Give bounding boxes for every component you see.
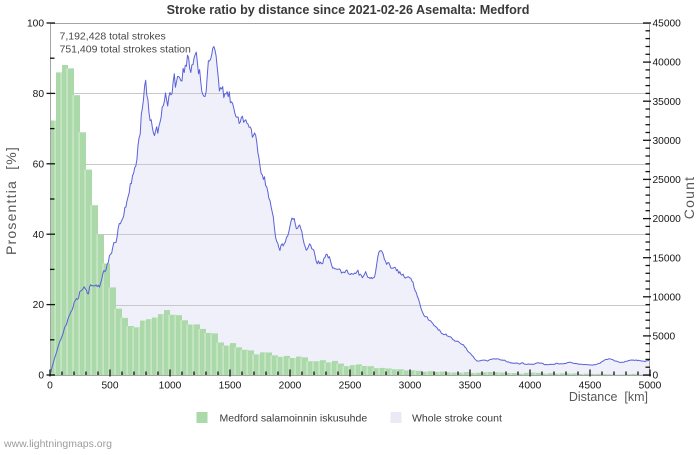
svg-text:5000: 5000 (653, 332, 676, 343)
svg-text:40: 40 (33, 230, 45, 241)
svg-text:30000: 30000 (653, 136, 682, 147)
svg-text:0: 0 (47, 381, 53, 392)
svg-text:Whole stroke count: Whole stroke count (412, 413, 502, 425)
svg-text:15000: 15000 (653, 253, 682, 264)
svg-text:25000: 25000 (653, 175, 682, 186)
svg-text:40000: 40000 (653, 58, 682, 69)
svg-text:35000: 35000 (653, 97, 682, 108)
svg-text:80: 80 (33, 89, 45, 100)
svg-text:3000: 3000 (399, 381, 422, 392)
svg-text:0: 0 (653, 371, 659, 382)
svg-text:Stroke ratio by distance since: Stroke ratio by distance since 2021-02-2… (167, 3, 530, 17)
svg-text:751,409 total strokes station: 751,409 total strokes station (60, 44, 191, 56)
svg-text:20: 20 (33, 300, 45, 311)
svg-text:500: 500 (102, 381, 119, 392)
svg-text:7,192,428 total strokes: 7,192,428 total strokes (60, 31, 166, 43)
svg-text:0: 0 (38, 371, 44, 382)
svg-text:Distance [km]: Distance [km] (569, 390, 648, 404)
svg-text:Medford salamoinnin iskusuhde: Medford salamoinnin iskusuhde (220, 413, 368, 425)
svg-text:Prosenttia [%]: Prosenttia [%] (3, 146, 19, 255)
svg-text:1000: 1000 (159, 381, 182, 392)
svg-text:4000: 4000 (519, 381, 542, 392)
svg-text:10000: 10000 (653, 292, 682, 303)
svg-text:45000: 45000 (653, 19, 682, 30)
svg-text:www.lightningmaps.org: www.lightningmaps.org (3, 438, 112, 450)
svg-text:60: 60 (33, 159, 45, 170)
svg-text:3500: 3500 (459, 381, 482, 392)
svg-text:2000: 2000 (279, 381, 302, 392)
svg-text:20000: 20000 (653, 214, 682, 225)
svg-text:1500: 1500 (219, 381, 242, 392)
svg-text:100: 100 (27, 19, 44, 30)
svg-text:Count: Count (681, 176, 697, 219)
svg-text:2500: 2500 (339, 381, 362, 392)
